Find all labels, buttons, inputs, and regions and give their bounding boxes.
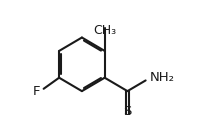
Text: S: S [123, 105, 132, 118]
Text: NH₂: NH₂ [150, 71, 175, 84]
Text: CH₃: CH₃ [93, 24, 116, 37]
Text: F: F [33, 85, 40, 98]
